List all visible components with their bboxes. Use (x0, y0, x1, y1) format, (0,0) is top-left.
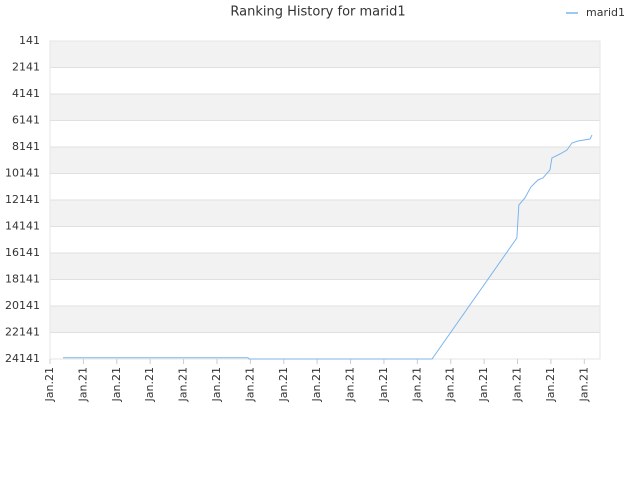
grid-band (50, 173, 600, 200)
x-tick-label: Jan.21 (377, 367, 390, 402)
y-tick-label: 18141 (5, 273, 40, 286)
x-tick-label: Jan.21 (210, 367, 223, 402)
x-tick-label: Jan.21 (243, 367, 256, 402)
y-tick-label: 24141 (5, 352, 40, 365)
y-tick-label: 141 (19, 34, 40, 47)
grid-band (50, 41, 600, 68)
y-tick-label: 16141 (5, 246, 40, 259)
y-tick-label: 8141 (12, 140, 40, 153)
grid-band (50, 94, 600, 121)
grid-band (50, 306, 600, 333)
x-tick-label: Jan.21 (177, 367, 190, 402)
y-tick-label: 14141 (5, 220, 40, 233)
x-tick-label: Jan.21 (544, 367, 557, 402)
legend-label: marid1 (586, 6, 625, 19)
x-tick-label: Jan.21 (344, 367, 357, 402)
grid-band (50, 226, 600, 253)
grid-band (50, 147, 600, 174)
y-tick-label: 22141 (5, 326, 40, 339)
x-tick-label: Jan.21 (477, 367, 490, 402)
x-tick-label: Jan.21 (110, 367, 123, 402)
y-tick-label: 12141 (5, 193, 40, 206)
chart-title: Ranking History for marid1 (230, 5, 405, 20)
x-tick-label: Jan.21 (511, 367, 524, 402)
grid-band (50, 200, 600, 227)
grid-band (50, 332, 600, 359)
grid-band (50, 67, 600, 94)
x-tick-label: Jan.21 (76, 367, 89, 402)
x-tick-label: Jan.21 (410, 367, 423, 402)
x-tick-label: Jan.21 (444, 367, 457, 402)
x-tick-label: Jan.21 (143, 367, 156, 402)
x-tick-label: Jan.21 (277, 367, 290, 402)
y-tick-label: 6141 (12, 114, 40, 127)
grid-band (50, 253, 600, 280)
x-tick-label: Jan.21 (577, 367, 590, 402)
y-tick-label: 2141 (12, 61, 40, 74)
x-tick-label: Jan.21 (43, 367, 56, 402)
series-line (63, 134, 593, 360)
grid-band (50, 120, 600, 147)
y-tick-label: 10141 (5, 167, 40, 180)
grid-band (50, 279, 600, 306)
x-tick-label: Jan.21 (310, 367, 323, 402)
y-tick-label: 4141 (12, 87, 40, 100)
y-tick-label: 20141 (5, 299, 40, 312)
